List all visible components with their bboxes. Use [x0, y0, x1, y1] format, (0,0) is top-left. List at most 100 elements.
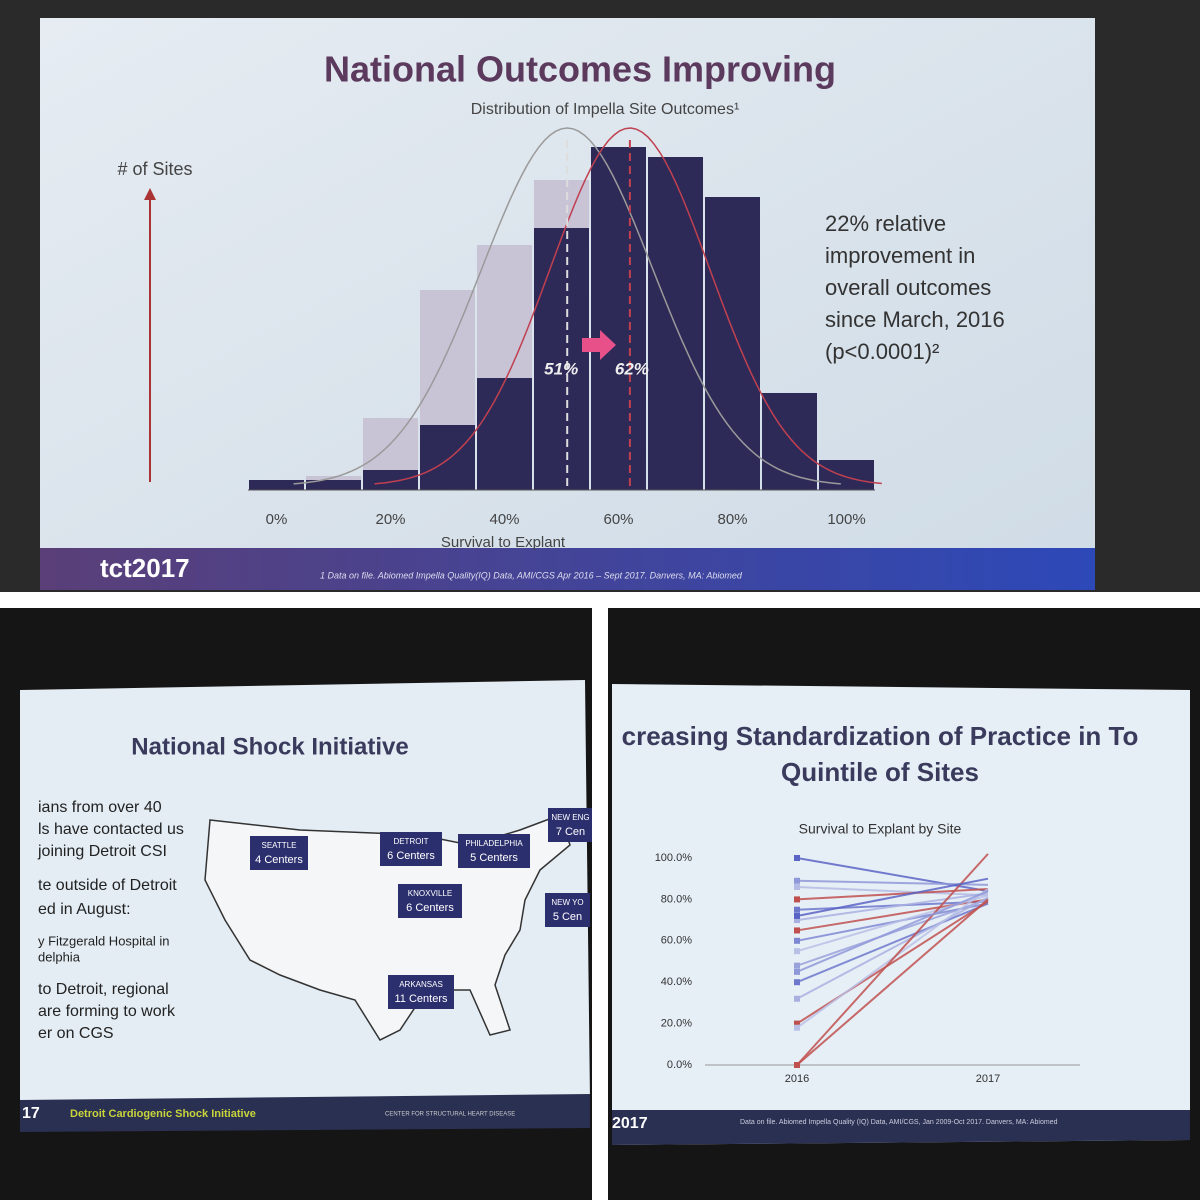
x-tick-label: 2017 — [976, 1073, 1000, 1085]
bullet-text: ians from over 40 — [38, 799, 162, 816]
chart-subtitle: Distribution of Impella Site Outcomes¹ — [471, 101, 740, 118]
point — [794, 948, 800, 955]
bar — [591, 147, 646, 490]
point — [794, 883, 800, 890]
x-tick-label: 20% — [375, 511, 405, 528]
x-tick-label: 100% — [827, 511, 865, 528]
bullet-text: ed in August: — [38, 901, 131, 918]
callout-centers: 4 Centers — [255, 854, 303, 866]
y-tick-label: 100.0% — [655, 852, 693, 864]
point — [794, 912, 800, 919]
right-photo: creasing Standardization of Practice in … — [608, 608, 1200, 1200]
bar — [477, 378, 532, 490]
point — [794, 962, 800, 969]
callout-centers: 5 Centers — [470, 852, 518, 864]
slide-title: National Shock Initiative — [131, 733, 408, 760]
bullet-text: te outside of Detroit — [38, 877, 177, 894]
series-line — [796, 896, 989, 1000]
point — [794, 1020, 800, 1027]
series-line — [796, 888, 989, 901]
chart-title: Quintile of Sites — [781, 757, 979, 787]
line-chart: creasing Standardization of Practice in … — [612, 721, 1138, 1132]
point — [794, 1062, 800, 1068]
map-slide: National Shock Initiative ians from over … — [22, 733, 592, 1122]
point — [794, 877, 800, 884]
series-line — [796, 898, 989, 1066]
bullet-text: y Fitzgerald Hospital in — [38, 933, 170, 948]
chart-title: creasing Standardization of Practice in … — [622, 721, 1139, 751]
annotation: since March, 2016 — [825, 307, 1005, 332]
callout-box — [398, 884, 462, 918]
callout-box — [548, 808, 592, 842]
bullet-text: ls have contacted us — [38, 821, 184, 838]
point — [794, 995, 800, 1002]
point — [794, 968, 800, 975]
shift-arrow — [582, 330, 616, 360]
mean-label: 62% — [615, 359, 649, 378]
logo: tct2017 — [100, 553, 190, 583]
series-line — [796, 900, 989, 1025]
y-tick-label: 40.0% — [661, 976, 692, 988]
chart-subtitle: Survival to Explant by Site — [799, 821, 962, 837]
x-tick-label: 60% — [603, 511, 633, 528]
series-line — [796, 892, 989, 922]
y-tick-label: 0.0% — [667, 1059, 692, 1071]
footer-name: Detroit Cardiogenic Shock Initiative — [70, 1108, 256, 1120]
series-line — [796, 900, 989, 911]
footer-band — [20, 1094, 590, 1132]
x-axis-label: Survival to Explant — [441, 534, 566, 551]
bullet-text: joining Detroit CSI — [37, 843, 167, 860]
point — [794, 1024, 800, 1031]
bar — [648, 157, 703, 490]
annotation: overall outcomes — [825, 275, 991, 300]
chart-title: National Outcomes Improving — [324, 49, 836, 90]
series-line — [796, 890, 989, 973]
point — [794, 979, 800, 986]
bar — [819, 460, 874, 490]
callout-centers: 6 Centers — [406, 902, 454, 914]
y-tick-label: 80.0% — [661, 893, 692, 905]
callout-box — [388, 975, 454, 1009]
series-line — [796, 877, 989, 917]
left-photo: National Shock Initiative ians from over … — [0, 608, 592, 1200]
point — [794, 937, 800, 944]
bar — [249, 480, 304, 490]
bar — [420, 425, 475, 490]
callout-centers: 6 Centers — [387, 850, 435, 862]
bar — [534, 228, 589, 490]
footer-band — [612, 1110, 1190, 1145]
point — [794, 906, 800, 913]
callout-box — [250, 836, 308, 870]
bar — [306, 480, 361, 490]
bar — [762, 393, 817, 490]
footnote: Data on file. Abiomed Impella Quality (I… — [740, 1119, 1058, 1126]
point — [794, 917, 800, 924]
callout-box — [545, 893, 590, 927]
footer-year: 17 — [22, 1105, 40, 1122]
point — [794, 927, 800, 934]
footer-partner: CENTER FOR STRUCTURAL HEART DISEASE — [385, 1112, 515, 1118]
footnote: 1 Data on file. Abiomed Impella Quality(… — [320, 570, 743, 580]
us-map — [204, 814, 571, 1041]
y-tick-label: 60.0% — [661, 935, 692, 947]
bullet-text: are forming to work — [38, 1003, 176, 1020]
callout-box — [458, 834, 530, 868]
y-tick-label: 20.0% — [661, 1018, 692, 1030]
distribution-curve — [293, 127, 841, 485]
x-tick-label: 0% — [266, 511, 288, 528]
annotation: (p<0.0001)² — [825, 339, 939, 364]
point — [794, 855, 800, 861]
callout-city: NEW ENG — [551, 813, 589, 822]
footer-year: 2017 — [612, 1115, 648, 1132]
mean-label: 51% — [544, 359, 578, 378]
series-line — [796, 885, 989, 897]
callout-city: NEW YO — [551, 898, 583, 907]
x-tick-label: 80% — [717, 511, 747, 528]
bar — [705, 197, 760, 490]
annotation: improvement in — [825, 243, 975, 268]
point — [794, 896, 800, 903]
top-photo: National Outcomes Improving Distribution … — [0, 0, 1200, 592]
x-tick-label: 40% — [489, 511, 519, 528]
series-line — [796, 853, 989, 1066]
